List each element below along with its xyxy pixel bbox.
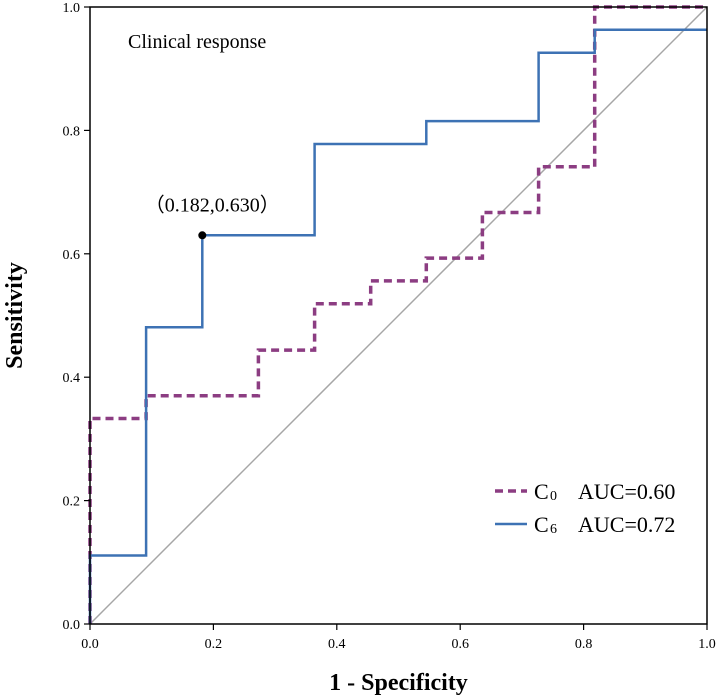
x-tick-label: 0.6 [451,637,469,652]
legend-auc-label: AUC=0.72 [578,512,675,537]
legend-series-name: C [534,512,549,537]
series-line-c6 [88,28,707,624]
cutoff-point-label: （0.182,0.630） [145,193,280,216]
plot-frame [89,6,708,625]
x-tick-label: 0.4 [328,637,346,652]
y-tick-label: 0.8 [63,124,81,139]
x-axis-title: 1 - Specificity [329,670,468,696]
x-tick-label: 1.0 [698,637,716,652]
y-tick-label: 0.4 [63,371,81,386]
legend: C 0 AUC=0.60C 6 AUC=0.72 [495,479,675,537]
y-tick-label: 0.2 [63,495,81,510]
legend-series-name: C [534,479,549,504]
x-tick-label: 0.0 [81,637,99,652]
x-tick-label: 0.8 [575,637,593,652]
chart-title: Clinical response [128,31,266,53]
legend-series-subscript: 6 [550,522,557,537]
y-tick-label: 0.6 [63,248,81,263]
y-tick-label: 0.0 [63,618,81,633]
legend-auc-label: AUC=0.60 [578,479,675,504]
reference-diagonal-line [89,6,708,625]
y-axis-title: Sensitivity [2,262,28,369]
x-tick-label: 0.2 [205,637,223,652]
cutoff-point-marker [198,231,207,240]
legend-series-subscript: 0 [550,489,557,504]
y-tick-label: 1.0 [63,1,81,16]
